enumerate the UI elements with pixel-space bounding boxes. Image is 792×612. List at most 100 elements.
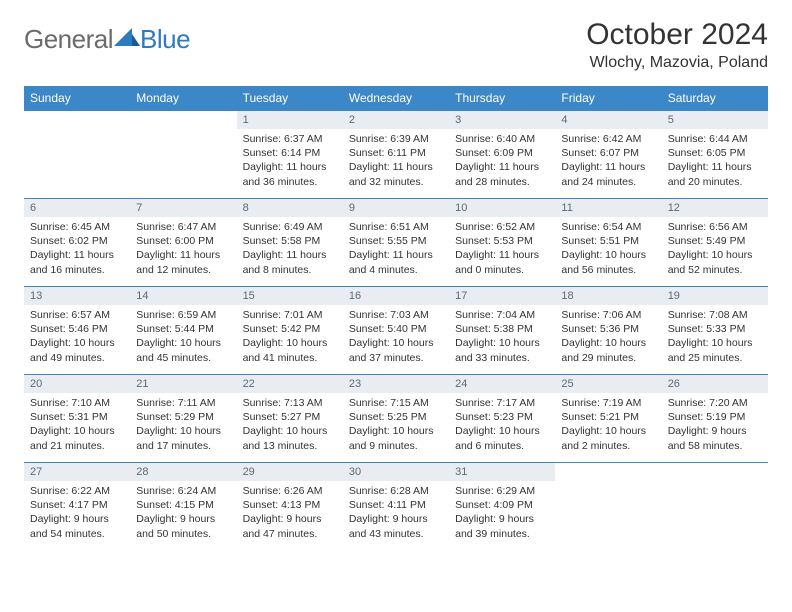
sunrise-text: Sunrise: 6:22 AM	[30, 484, 124, 498]
sunset-text: Sunset: 5:36 PM	[561, 322, 655, 336]
day-number: 15	[237, 287, 343, 305]
calendar-day-cell: 9Sunrise: 6:51 AMSunset: 5:55 PMDaylight…	[343, 199, 449, 287]
calendar-week-row: 20Sunrise: 7:10 AMSunset: 5:31 PMDayligh…	[24, 375, 768, 463]
calendar-day-cell	[662, 463, 768, 551]
day-number: 2	[343, 111, 449, 129]
day-number: 28	[130, 463, 236, 481]
calendar-day-cell: 14Sunrise: 6:59 AMSunset: 5:44 PMDayligh…	[130, 287, 236, 375]
calendar-day-cell: 13Sunrise: 6:57 AMSunset: 5:46 PMDayligh…	[24, 287, 130, 375]
day-number: 6	[24, 199, 130, 217]
calendar-day-cell: 26Sunrise: 7:20 AMSunset: 5:19 PMDayligh…	[662, 375, 768, 463]
day-number: 10	[449, 199, 555, 217]
sunrise-text: Sunrise: 6:54 AM	[561, 220, 655, 234]
daylight-text: Daylight: 10 hours and 56 minutes.	[561, 248, 655, 276]
daylight-text: Daylight: 9 hours and 54 minutes.	[30, 512, 124, 540]
day-number: 19	[662, 287, 768, 305]
sunset-text: Sunset: 5:29 PM	[136, 410, 230, 424]
day-content: Sunrise: 6:28 AMSunset: 4:11 PMDaylight:…	[343, 481, 449, 545]
daylight-text: Daylight: 10 hours and 9 minutes.	[349, 424, 443, 452]
sunrise-text: Sunrise: 6:52 AM	[455, 220, 549, 234]
calendar-day-cell	[24, 111, 130, 199]
day-content: Sunrise: 6:40 AMSunset: 6:09 PMDaylight:…	[449, 129, 555, 193]
day-number: 18	[555, 287, 661, 305]
sunrise-text: Sunrise: 6:44 AM	[668, 132, 762, 146]
daylight-text: Daylight: 10 hours and 6 minutes.	[455, 424, 549, 452]
day-number: 26	[662, 375, 768, 393]
day-content: Sunrise: 7:15 AMSunset: 5:25 PMDaylight:…	[343, 393, 449, 457]
weekday-header: Saturday	[662, 86, 768, 111]
day-number: 3	[449, 111, 555, 129]
day-number: 14	[130, 287, 236, 305]
day-content: Sunrise: 7:03 AMSunset: 5:40 PMDaylight:…	[343, 305, 449, 369]
sunrise-text: Sunrise: 6:51 AM	[349, 220, 443, 234]
daylight-text: Daylight: 9 hours and 50 minutes.	[136, 512, 230, 540]
daylight-text: Daylight: 11 hours and 0 minutes.	[455, 248, 549, 276]
daylight-text: Daylight: 10 hours and 13 minutes.	[243, 424, 337, 452]
calendar-day-cell: 22Sunrise: 7:13 AMSunset: 5:27 PMDayligh…	[237, 375, 343, 463]
day-content: Sunrise: 7:04 AMSunset: 5:38 PMDaylight:…	[449, 305, 555, 369]
location: Wlochy, Mazovia, Poland	[586, 54, 768, 72]
logo: General Blue	[24, 18, 190, 55]
sunset-text: Sunset: 5:51 PM	[561, 234, 655, 248]
day-content: Sunrise: 6:57 AMSunset: 5:46 PMDaylight:…	[24, 305, 130, 369]
sunrise-text: Sunrise: 6:37 AM	[243, 132, 337, 146]
sunset-text: Sunset: 5:58 PM	[243, 234, 337, 248]
sunset-text: Sunset: 4:09 PM	[455, 498, 549, 512]
day-number: 13	[24, 287, 130, 305]
daylight-text: Daylight: 11 hours and 32 minutes.	[349, 160, 443, 188]
sunrise-text: Sunrise: 7:20 AM	[668, 396, 762, 410]
calendar-day-cell: 25Sunrise: 7:19 AMSunset: 5:21 PMDayligh…	[555, 375, 661, 463]
calendar-day-cell: 24Sunrise: 7:17 AMSunset: 5:23 PMDayligh…	[449, 375, 555, 463]
sunset-text: Sunset: 4:15 PM	[136, 498, 230, 512]
day-content: Sunrise: 7:10 AMSunset: 5:31 PMDaylight:…	[24, 393, 130, 457]
sunrise-text: Sunrise: 7:19 AM	[561, 396, 655, 410]
sunrise-text: Sunrise: 6:47 AM	[136, 220, 230, 234]
sunrise-text: Sunrise: 7:01 AM	[243, 308, 337, 322]
sunrise-text: Sunrise: 6:40 AM	[455, 132, 549, 146]
calendar-day-cell: 17Sunrise: 7:04 AMSunset: 5:38 PMDayligh…	[449, 287, 555, 375]
daylight-text: Daylight: 11 hours and 24 minutes.	[561, 160, 655, 188]
calendar-day-cell: 6Sunrise: 6:45 AMSunset: 6:02 PMDaylight…	[24, 199, 130, 287]
calendar-day-cell: 10Sunrise: 6:52 AMSunset: 5:53 PMDayligh…	[449, 199, 555, 287]
sunrise-text: Sunrise: 7:15 AM	[349, 396, 443, 410]
sunset-text: Sunset: 5:25 PM	[349, 410, 443, 424]
sunset-text: Sunset: 5:21 PM	[561, 410, 655, 424]
sunrise-text: Sunrise: 7:11 AM	[136, 396, 230, 410]
calendar-day-cell	[130, 111, 236, 199]
calendar-day-cell: 1Sunrise: 6:37 AMSunset: 6:14 PMDaylight…	[237, 111, 343, 199]
calendar-day-cell: 23Sunrise: 7:15 AMSunset: 5:25 PMDayligh…	[343, 375, 449, 463]
sunset-text: Sunset: 5:46 PM	[30, 322, 124, 336]
day-number: 30	[343, 463, 449, 481]
calendar-week-row: 27Sunrise: 6:22 AMSunset: 4:17 PMDayligh…	[24, 463, 768, 551]
calendar-week-row: 1Sunrise: 6:37 AMSunset: 6:14 PMDaylight…	[24, 111, 768, 199]
daylight-text: Daylight: 10 hours and 25 minutes.	[668, 336, 762, 364]
day-content: Sunrise: 6:29 AMSunset: 4:09 PMDaylight:…	[449, 481, 555, 545]
day-content: Sunrise: 6:54 AMSunset: 5:51 PMDaylight:…	[555, 217, 661, 281]
sunrise-text: Sunrise: 7:08 AM	[668, 308, 762, 322]
sunset-text: Sunset: 4:13 PM	[243, 498, 337, 512]
day-number: 23	[343, 375, 449, 393]
calendar-day-cell: 31Sunrise: 6:29 AMSunset: 4:09 PMDayligh…	[449, 463, 555, 551]
daylight-text: Daylight: 10 hours and 49 minutes.	[30, 336, 124, 364]
day-number: 20	[24, 375, 130, 393]
weekday-header: Thursday	[449, 86, 555, 111]
sunset-text: Sunset: 6:09 PM	[455, 146, 549, 160]
daylight-text: Daylight: 9 hours and 39 minutes.	[455, 512, 549, 540]
day-content: Sunrise: 6:59 AMSunset: 5:44 PMDaylight:…	[130, 305, 236, 369]
day-content: Sunrise: 6:44 AMSunset: 6:05 PMDaylight:…	[662, 129, 768, 193]
calendar-day-cell: 12Sunrise: 6:56 AMSunset: 5:49 PMDayligh…	[662, 199, 768, 287]
weekday-header: Sunday	[24, 86, 130, 111]
day-content: Sunrise: 7:01 AMSunset: 5:42 PMDaylight:…	[237, 305, 343, 369]
sunset-text: Sunset: 5:33 PM	[668, 322, 762, 336]
day-content: Sunrise: 7:08 AMSunset: 5:33 PMDaylight:…	[662, 305, 768, 369]
sunrise-text: Sunrise: 7:13 AM	[243, 396, 337, 410]
day-content: Sunrise: 6:56 AMSunset: 5:49 PMDaylight:…	[662, 217, 768, 281]
sunrise-text: Sunrise: 7:04 AM	[455, 308, 549, 322]
sunset-text: Sunset: 6:07 PM	[561, 146, 655, 160]
calendar-day-cell: 15Sunrise: 7:01 AMSunset: 5:42 PMDayligh…	[237, 287, 343, 375]
sunrise-text: Sunrise: 6:42 AM	[561, 132, 655, 146]
sunrise-text: Sunrise: 6:26 AM	[243, 484, 337, 498]
day-number: 16	[343, 287, 449, 305]
sunset-text: Sunset: 5:38 PM	[455, 322, 549, 336]
weekday-header: Tuesday	[237, 86, 343, 111]
